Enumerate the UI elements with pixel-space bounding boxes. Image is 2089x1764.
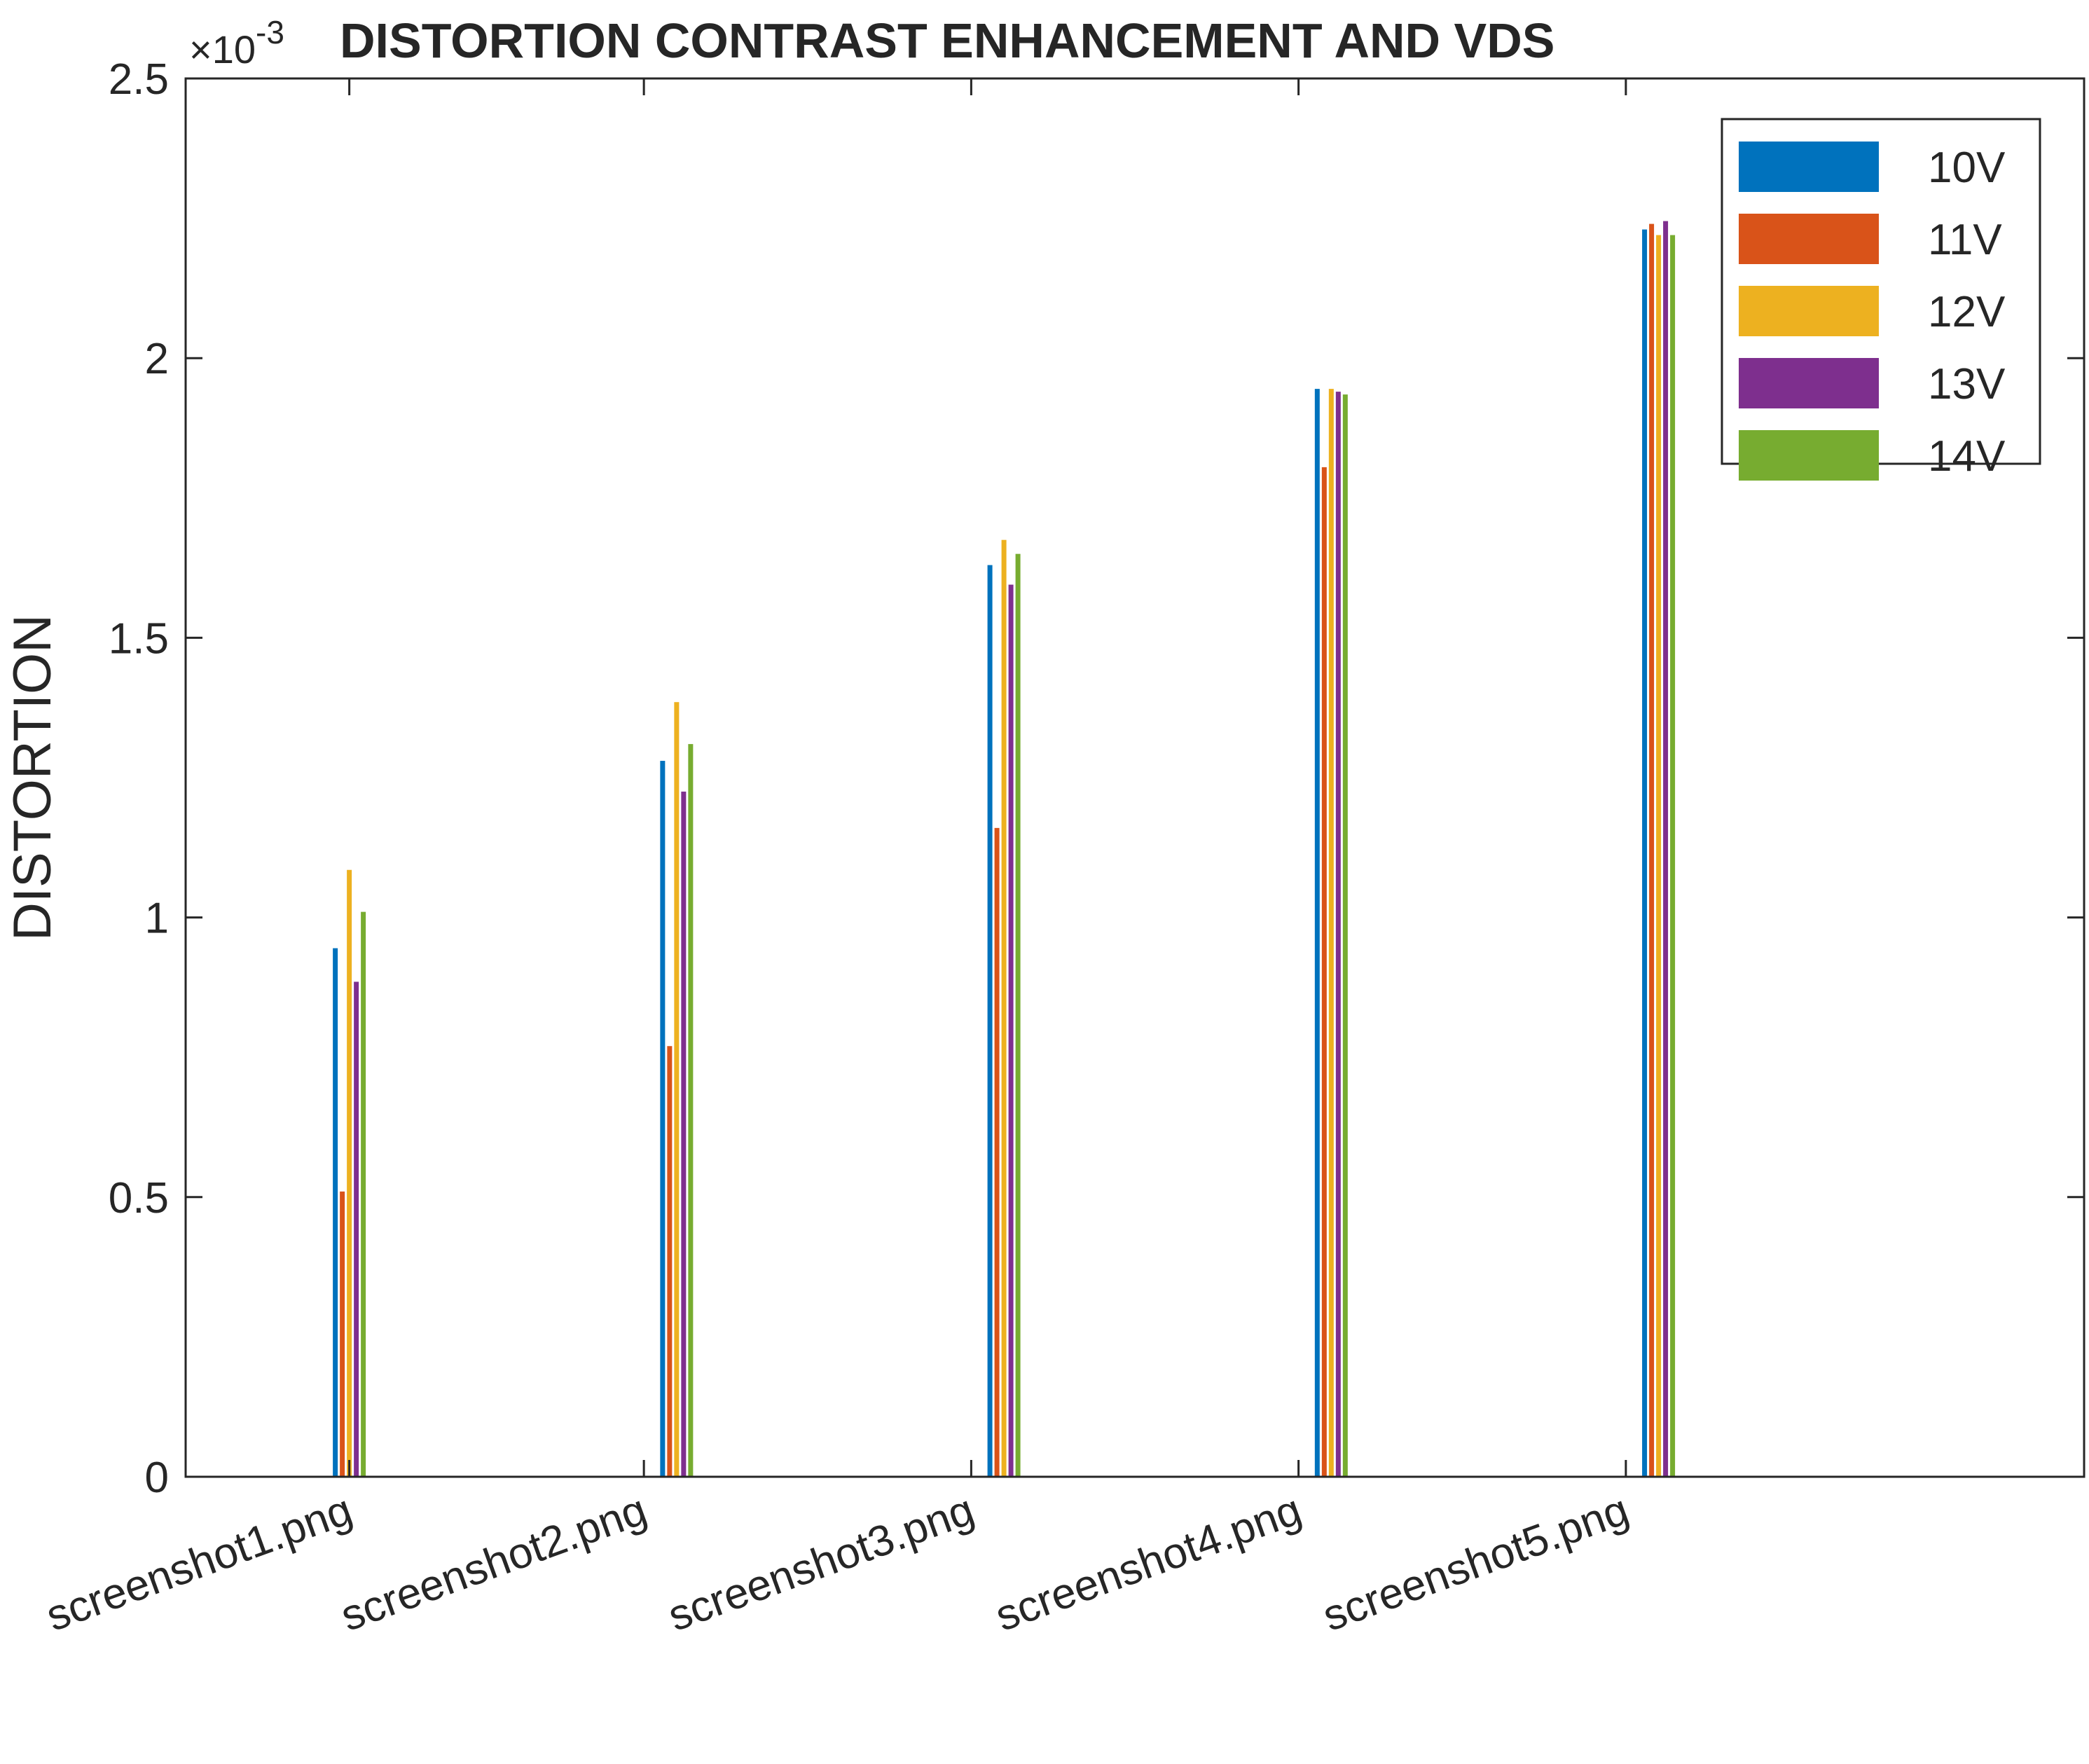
bar-13V-5 <box>1663 221 1669 1477</box>
y-tick-label: 0 <box>145 1454 169 1502</box>
bar-12V-4 <box>1328 389 1334 1477</box>
bar-14V-5 <box>1670 235 1676 1477</box>
bar-11V-1 <box>340 1191 345 1477</box>
x-tick-label: screenshot2.png <box>335 1485 653 1641</box>
bars-layer <box>333 221 1676 1477</box>
bar-10V-4 <box>1314 389 1320 1477</box>
bar-14V-1 <box>361 911 366 1477</box>
bar-10V-2 <box>660 761 666 1477</box>
bar-12V-2 <box>674 702 680 1477</box>
legend-swatch <box>1739 430 1879 481</box>
legend-label: 14V <box>1928 432 2006 481</box>
axis-exponent: ×10-3 <box>189 14 284 71</box>
legend-swatch <box>1739 214 1879 264</box>
y-tick-label: 1.5 <box>109 614 169 663</box>
x-tick-label: screenshot4.png <box>989 1485 1307 1641</box>
bar-10V-3 <box>987 565 993 1477</box>
y-axis: 0 0.5 1 1.5 2 2.5 <box>109 55 2084 1502</box>
x-tick-label: screenshot5.png <box>1316 1485 1634 1641</box>
bar-12V-1 <box>347 869 352 1477</box>
bar-13V-2 <box>681 791 687 1477</box>
legend-label: 13V <box>1928 360 2006 408</box>
bar-11V-3 <box>994 827 1000 1477</box>
bar-12V-3 <box>1001 539 1007 1477</box>
legend-label: 11V <box>1928 216 2002 264</box>
bar-10V-1 <box>333 948 338 1477</box>
y-tick-label: 0.5 <box>109 1174 169 1222</box>
bar-11V-5 <box>1649 223 1655 1477</box>
legend-swatch <box>1739 142 1879 192</box>
y-axis-label: DISTORTION <box>3 614 62 941</box>
bar-12V-5 <box>1656 235 1662 1477</box>
legend-swatch <box>1739 358 1879 408</box>
bar-11V-2 <box>667 1046 673 1477</box>
legend-swatch <box>1739 286 1879 336</box>
x-tick-label: screenshot3.png <box>662 1485 980 1641</box>
y-tick-label: 2 <box>145 335 169 383</box>
plot-area <box>184 77 2085 1478</box>
legend-label: 10V <box>1928 144 2006 192</box>
exponent-power: -3 <box>256 14 284 50</box>
bar-11V-4 <box>1321 467 1327 1477</box>
legend: 10V 11V 12V 13V 14V <box>1721 118 2041 481</box>
x-tick-label: screenshot1.png <box>40 1485 358 1641</box>
bar-14V-2 <box>688 744 694 1477</box>
y-tick-label: 2.5 <box>109 55 169 104</box>
bar-14V-3 <box>1015 553 1021 1477</box>
bar-13V-3 <box>1008 584 1014 1477</box>
bar-13V-1 <box>354 981 359 1477</box>
y-tick-label: 1 <box>145 895 169 943</box>
chart-title: DISTORTION CONTRAST ENHANCEMENT AND VDS <box>340 13 1554 68</box>
legend-label: 12V <box>1928 288 2006 336</box>
bar-10V-5 <box>1642 229 1648 1477</box>
exponent-base: ×10 <box>189 27 256 71</box>
bar-14V-4 <box>1342 394 1348 1477</box>
bar-13V-4 <box>1335 392 1341 1477</box>
